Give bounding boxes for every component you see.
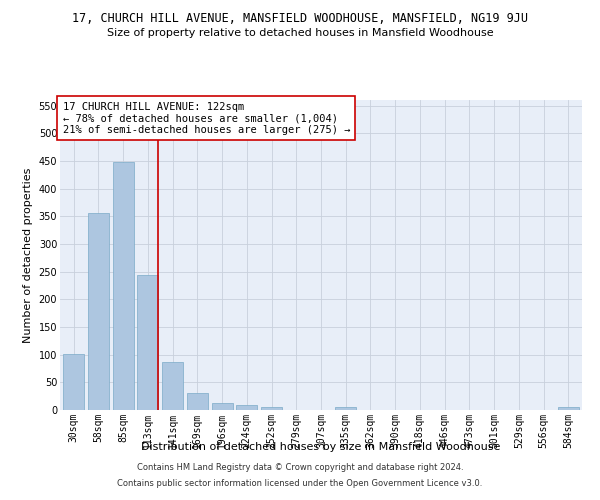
Bar: [558, 407, 579, 410]
Bar: [113, 162, 134, 410]
Text: Contains HM Land Registry data © Crown copyright and database right 2024.: Contains HM Land Registry data © Crown c…: [137, 464, 463, 472]
Bar: [162, 362, 183, 410]
Text: Size of property relative to detached houses in Mansfield Woodhouse: Size of property relative to detached ho…: [107, 28, 493, 38]
Text: Distribution of detached houses by size in Mansfield Woodhouse: Distribution of detached houses by size …: [142, 442, 500, 452]
Y-axis label: Number of detached properties: Number of detached properties: [23, 168, 33, 342]
Bar: [187, 394, 208, 410]
Bar: [137, 276, 158, 410]
Bar: [236, 405, 257, 410]
Text: 17, CHURCH HILL AVENUE, MANSFIELD WOODHOUSE, MANSFIELD, NG19 9JU: 17, CHURCH HILL AVENUE, MANSFIELD WOODHO…: [72, 12, 528, 26]
Bar: [63, 354, 84, 410]
Bar: [335, 406, 356, 410]
Bar: [261, 406, 282, 410]
Bar: [88, 213, 109, 410]
Bar: [212, 403, 233, 410]
Text: Contains public sector information licensed under the Open Government Licence v3: Contains public sector information licen…: [118, 478, 482, 488]
Text: 17 CHURCH HILL AVENUE: 122sqm
← 78% of detached houses are smaller (1,004)
21% o: 17 CHURCH HILL AVENUE: 122sqm ← 78% of d…: [62, 102, 350, 134]
